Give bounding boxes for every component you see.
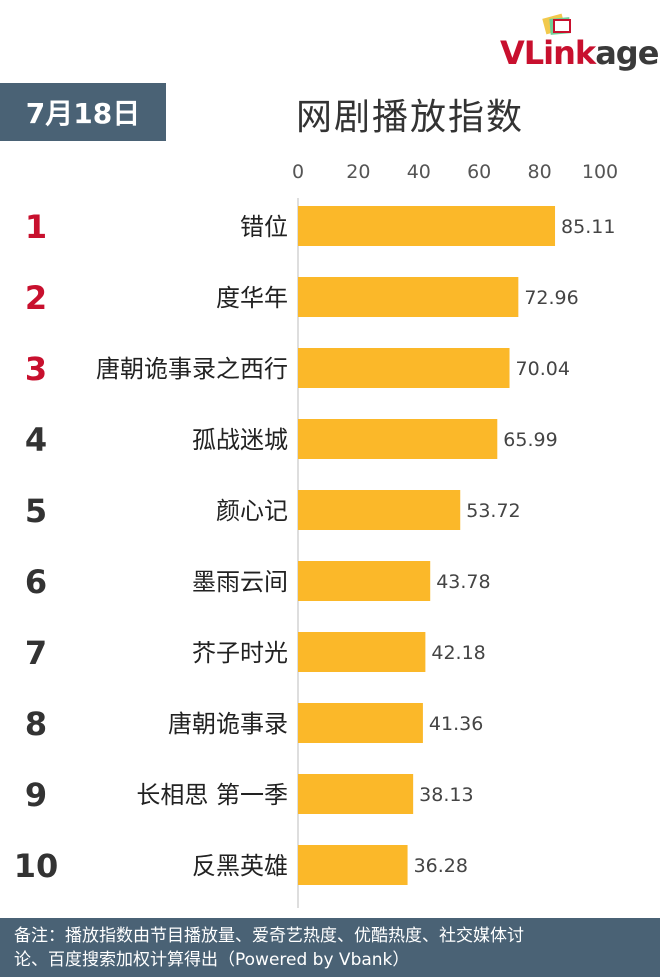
chart-title: 网剧播放指数 [295,97,524,138]
value-label: 42.18 [431,642,485,664]
category-label: 度华年 [216,284,288,312]
logo-suffix: age [595,34,659,72]
rank-label: 9 [25,776,47,814]
value-label: 53.72 [466,500,520,522]
x-tick-label: 0 [292,161,304,183]
rank-label: 10 [14,847,59,885]
value-label: 41.36 [429,713,483,735]
value-label: 38.13 [419,784,473,806]
date-badge: 7月18日 [0,83,166,141]
rank-label: 8 [25,705,47,743]
x-tick-label: 100 [582,161,618,183]
value-label: 65.99 [503,429,557,451]
bar [298,774,414,814]
x-tick-label: 60 [467,161,491,183]
bar [298,845,408,885]
x-tick-label: 40 [407,161,431,183]
bar [298,419,498,459]
category-label: 芥子时光 [192,639,288,667]
category-label: 长相思 第一季 [136,781,288,809]
value-label: 43.78 [436,571,490,593]
value-label: 72.96 [524,287,578,309]
vlinkage-logo: VLinkage [498,12,659,72]
footer-note: 备注：播放指数由节目播放量、爱奇艺热度、优酷热度、社交媒体讨 论、百度搜索加权计… [0,918,660,977]
category-label: 孤战迷城 [192,426,288,454]
x-tick-label: 80 [528,161,552,183]
rank-label: 7 [25,634,47,672]
category-label: 唐朝诡事录之西行 [96,355,288,383]
footer-line-1: 备注：播放指数由节目播放量、爱奇艺热度、优酷热度、社交媒体讨 [14,926,524,946]
footer-line-2: 论、百度搜索加权计算得出（Powered by Vbank） [14,950,410,970]
value-label: 85.11 [561,216,615,238]
rank-label: 3 [25,350,47,388]
bar [298,561,431,601]
bar [298,632,426,672]
category-label: 错位 [240,213,288,241]
x-tick-label: 20 [346,161,370,183]
category-label: 墨雨云间 [192,568,288,596]
logo-text: VLinkage [500,34,659,72]
bar [298,206,556,246]
bar-chart: 0 20 40 60 80 100 1 错位 85.11 2 度华年 72.96 3 唐朝诡事录之西行 70… [14,161,618,908]
bar [298,490,461,530]
value-label: 36.28 [414,855,468,877]
bar [298,277,519,317]
rank-label: 4 [25,421,47,459]
rank-label: 5 [25,492,47,530]
value-label: 70.04 [516,358,570,380]
category-label: 唐朝诡事录 [168,710,288,738]
rank-label: 2 [25,279,47,317]
category-label: 反黑英雄 [192,852,288,880]
bar [298,348,510,388]
rank-label: 1 [25,208,47,246]
rank-label: 6 [25,563,47,601]
category-label: 颜心记 [216,497,288,525]
bar [298,703,423,743]
logo-prefix: VLink [500,34,596,72]
logo-icon [542,13,571,35]
